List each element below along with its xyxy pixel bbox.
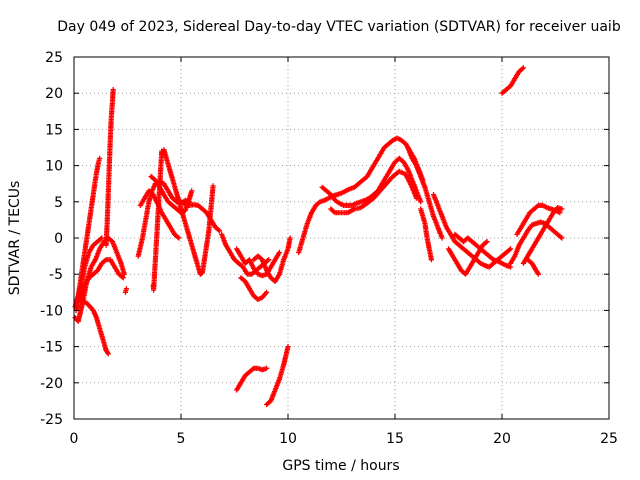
x-tick-label: 5 <box>177 431 186 447</box>
data-point <box>428 257 434 263</box>
data-point <box>285 344 291 350</box>
x-tick-label: 15 <box>386 431 404 447</box>
x-tick-label: 0 <box>70 431 79 447</box>
series-arc-r <box>508 219 565 266</box>
series-arc-l <box>405 144 445 241</box>
data-point <box>484 239 490 245</box>
data-point <box>535 271 541 277</box>
data-point <box>413 195 419 201</box>
data-point <box>176 235 182 241</box>
y-tick-label: 25 <box>45 50 63 66</box>
y-tick-label: 5 <box>54 195 63 211</box>
data-point <box>276 249 282 256</box>
series-arc-o <box>445 239 490 277</box>
series-arc-m <box>418 206 434 263</box>
series-arc-h <box>251 235 293 284</box>
data-point <box>215 227 222 233</box>
data-point <box>189 188 195 194</box>
data-point <box>265 258 271 264</box>
series-arc-spike <box>103 87 116 248</box>
data-layer <box>72 65 565 408</box>
data-point <box>266 257 272 263</box>
series-arc-q <box>514 202 563 237</box>
series-arc-e <box>219 231 272 277</box>
series-arc-g <box>238 275 270 303</box>
data-point <box>210 183 216 189</box>
series-arc-stray-early <box>150 147 216 293</box>
data-point <box>119 274 125 280</box>
data-point <box>557 210 563 216</box>
y-tick-label: -10 <box>40 303 63 319</box>
x-tick-label: 10 <box>279 431 297 447</box>
y-tick-label: 20 <box>45 86 63 102</box>
series-arc-f <box>234 246 282 279</box>
y-tick-label: -20 <box>40 376 63 392</box>
data-point <box>105 351 111 357</box>
series-arc-high <box>499 65 526 96</box>
y-tick-label: -5 <box>49 267 63 283</box>
series-arc-low-1 <box>234 365 270 393</box>
series-arc-n <box>430 192 514 270</box>
data-point <box>287 235 293 241</box>
y-tick-label: -25 <box>40 412 63 428</box>
y-tick-label: 15 <box>45 122 63 138</box>
data-point <box>264 289 270 295</box>
data-point <box>264 365 270 371</box>
series-arc-k <box>328 168 419 216</box>
y-tick-label: 10 <box>45 159 63 175</box>
data-point <box>216 228 223 234</box>
data-point <box>508 246 514 252</box>
x-tick-label: 20 <box>493 431 511 447</box>
series-arc-i <box>296 135 426 256</box>
ticks: 0 5 10 15 20 25 -25 -20 -15 -10 -5 0 5 10 15 20 25 <box>40 50 618 447</box>
x-axis-label: GPS time / hours <box>282 458 399 474</box>
y-tick-label: -15 <box>40 340 63 356</box>
series-arc-early-3 <box>73 235 105 306</box>
data-point <box>559 235 565 241</box>
series-arc-s <box>520 205 565 266</box>
data-point <box>418 199 424 205</box>
series-arc-low-2 <box>264 344 291 408</box>
x-tick-label: 25 <box>600 431 618 447</box>
series-arc-early-stray <box>122 286 129 295</box>
data-point <box>97 155 103 161</box>
data-point <box>559 206 565 212</box>
data-point <box>483 239 489 246</box>
data-point <box>558 234 564 240</box>
data-point <box>439 235 445 241</box>
y-tick-label: 0 <box>54 231 63 247</box>
y-axis-label: SDTVAR / TECUs <box>7 181 23 296</box>
data-point <box>123 286 129 292</box>
series-arc-p <box>452 231 514 270</box>
data-point <box>99 235 105 241</box>
data-point <box>120 275 126 281</box>
data-point <box>110 87 116 93</box>
data-point <box>520 65 526 71</box>
data-point <box>121 271 127 277</box>
series-arc-t <box>525 257 541 277</box>
chart-title: Day 049 of 2023, Sidereal Day-to-day VTE… <box>57 19 621 35</box>
